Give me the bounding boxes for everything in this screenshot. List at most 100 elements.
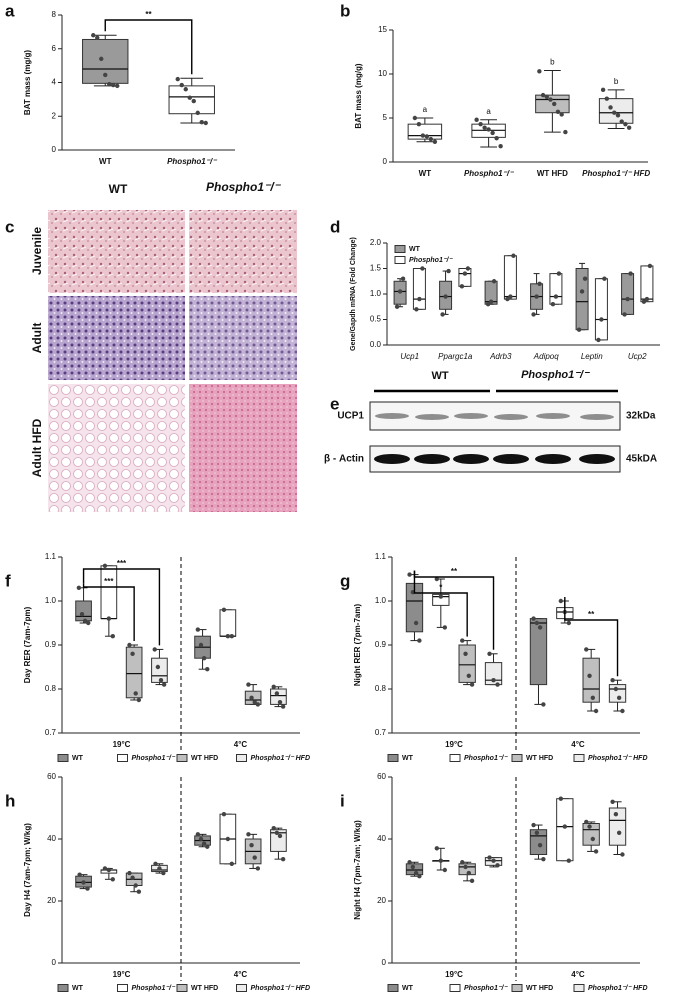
x-tick-label: Adipoq [533, 352, 559, 361]
y-axis-label: Day RER (7am-7pm) [23, 606, 32, 683]
data-point [191, 98, 196, 104]
data-point [412, 115, 418, 121]
box [75, 600, 92, 622]
y-axis-label: Night H4 (7pm-7am; W/kg) [353, 820, 362, 920]
data-point [110, 634, 115, 639]
legend-swatch [394, 256, 406, 264]
data-point [103, 72, 108, 78]
legend-swatch [117, 984, 128, 992]
data-point [462, 271, 468, 276]
box [529, 618, 548, 686]
y-tick-label: 0.7 [45, 728, 57, 737]
y-tick-label: 1.0 [370, 289, 382, 298]
data-point [81, 880, 86, 885]
data-point [608, 105, 613, 110]
data-point [271, 684, 276, 689]
box [412, 268, 426, 310]
legend-label: WT [402, 755, 414, 762]
data-point [488, 299, 494, 304]
data-point [201, 841, 207, 846]
group-letter: a [423, 105, 428, 114]
data-point [221, 812, 227, 817]
data-point [487, 651, 492, 656]
box [503, 255, 517, 300]
data-point [460, 860, 465, 865]
significance-label: ** [588, 610, 595, 619]
data-point [622, 312, 627, 317]
significance-label: ** [451, 567, 458, 576]
box [458, 268, 472, 287]
data-point [616, 830, 622, 835]
box [582, 657, 600, 703]
data-point [417, 296, 422, 302]
chart: a BAT mass (mg/g) 0 2 4 6 8 WT Phospho1⁻/⁻ ** [5, 1, 235, 166]
legend-label: Phospho1⁻/⁻ HFD [251, 755, 311, 762]
y-tick-label: 1.5 [370, 264, 382, 273]
data-point [161, 682, 167, 687]
data-point [463, 864, 468, 870]
data-point [446, 268, 451, 274]
data-point [495, 863, 500, 868]
data-point [440, 312, 445, 317]
legend-swatch [573, 754, 585, 762]
data-point [428, 136, 434, 142]
panel-letter: e [330, 394, 339, 413]
data-point [434, 846, 440, 851]
legend-label: Phospho1⁻/⁻ HFD [588, 985, 648, 992]
histology-panel: c WT Phospho1⁻/⁻ Juvenile Adult Adult HF… [5, 180, 297, 512]
y-axis-label: Night RER (7pm-7am) [353, 604, 362, 687]
data-point [205, 667, 210, 672]
data-point [495, 682, 500, 687]
x-tick-label: Phospho1⁻/⁻ [167, 157, 217, 166]
data-point [508, 294, 513, 299]
data-point [277, 833, 283, 839]
y-axis-label: BAT mass (mg/g) [354, 63, 363, 129]
data-point [556, 271, 562, 276]
data-point [198, 836, 204, 842]
data-point [625, 296, 630, 302]
data-point [107, 81, 112, 87]
data-point [95, 35, 100, 40]
box [608, 684, 627, 703]
data-point [442, 625, 448, 630]
data-point [555, 109, 561, 115]
data-point [596, 337, 601, 343]
band-size: 32kDa [626, 411, 656, 422]
x-tick-label: 19°C [113, 970, 131, 979]
y-tick-label: 0.9 [45, 640, 57, 649]
data-point [534, 294, 539, 299]
data-point [249, 843, 254, 848]
data-point [183, 87, 188, 92]
data-point [413, 620, 419, 626]
micrograph [48, 296, 185, 380]
data-point [537, 843, 543, 848]
box [549, 273, 563, 305]
data-point [541, 856, 546, 862]
y-tick-label: 0 [52, 958, 57, 967]
y-tick-label: 40 [377, 834, 386, 843]
data-point [85, 886, 90, 891]
row-label: Adult [30, 323, 44, 354]
data-point [534, 620, 540, 626]
data-point [486, 127, 491, 132]
group-letter: b [550, 58, 555, 67]
data-point [548, 97, 553, 102]
y-tick-label: 0.9 [375, 640, 387, 649]
micrograph [48, 384, 185, 512]
legend-swatch [511, 984, 523, 992]
legend-label: Phospho1⁻/⁻ HFD [251, 985, 311, 992]
data-point [274, 830, 280, 835]
box [556, 798, 574, 862]
data-point [201, 656, 207, 661]
significance-bracket [82, 583, 135, 641]
data-point [537, 625, 543, 630]
significance-label: *** [104, 577, 114, 586]
data-point [466, 870, 472, 876]
y-tick-label: 0.5 [370, 315, 382, 324]
data-point [566, 858, 572, 863]
panel-letter: d [330, 217, 340, 236]
box [640, 265, 654, 303]
data-point [511, 253, 516, 258]
box [575, 268, 589, 331]
legend-label: Phospho1⁻/⁻ [132, 985, 176, 992]
